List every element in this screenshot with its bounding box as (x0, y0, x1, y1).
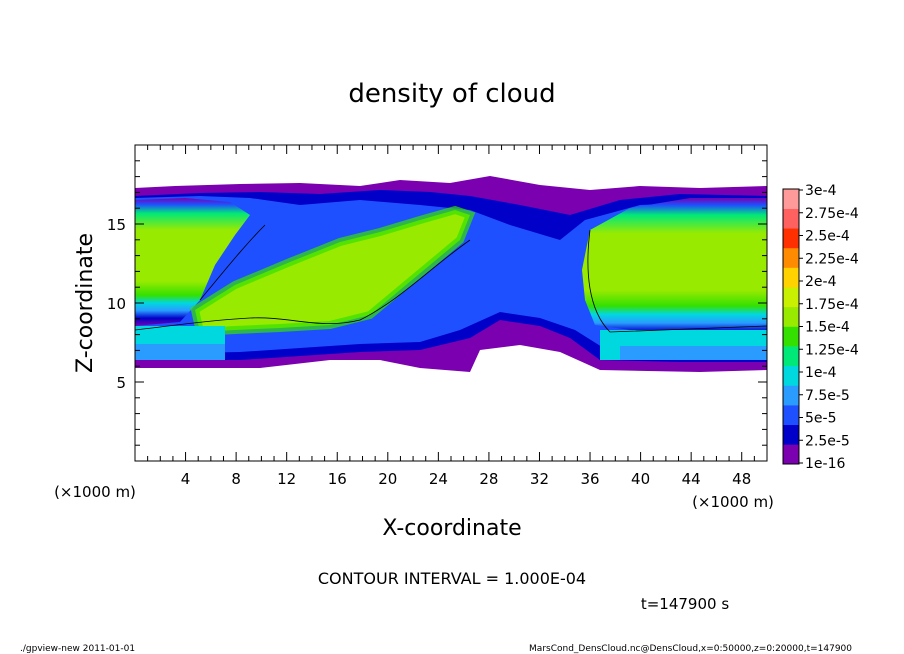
x-tick-label: 16 (328, 470, 347, 488)
x-axis-unit: (×1000 m) (692, 493, 774, 511)
time-label: t=147900 s (641, 595, 729, 613)
footer-right: MarsCond_DensCloud.nc@DensCloud,x=0:5000… (529, 644, 852, 654)
colorbar-segment (783, 444, 799, 465)
y-tick-label: 15 (107, 216, 126, 234)
y-axis-unit: (×1000 m) (54, 483, 136, 501)
y-axis: 5 10 15 (107, 160, 767, 446)
x-axis-title: X-coordinate (382, 516, 521, 541)
x-tick-label: 28 (479, 470, 498, 488)
colorbar-label: 7.5e-5 (805, 388, 850, 404)
colorbar-label: 2.75e-4 (805, 206, 859, 222)
x-tick-label: 8 (231, 470, 241, 488)
y-axis-title: Z-coordinate (73, 233, 98, 373)
x-tick-label: 24 (429, 470, 448, 488)
x-tick-label: 32 (530, 470, 549, 488)
heatmap-field (135, 176, 767, 372)
colorbar-segment (783, 405, 799, 426)
colorbar-segment (783, 385, 799, 406)
colorbar-label: 3e-4 (805, 183, 837, 199)
colorbar-label: 2.25e-4 (805, 251, 859, 267)
colorbar-segment (783, 287, 799, 308)
colorbar-label: 2.5e-5 (805, 433, 850, 449)
x-tick-label: 48 (732, 470, 751, 488)
colorbar-segment (783, 424, 799, 445)
x-tick-label: 12 (277, 470, 296, 488)
x-tick-label: 36 (580, 470, 599, 488)
x-tick-label: 20 (378, 470, 397, 488)
colorbar-segment (783, 189, 799, 209)
colorbar: 1e-16 2.5e-5 5e-5 7.5e-5 1e-4 1.25e-4 1.5e-4 1.… (782, 183, 859, 472)
x-tick-label: 40 (631, 470, 650, 488)
colorbar-segment (783, 267, 799, 288)
colorbar-label: 2.5e-4 (805, 229, 850, 245)
y-tick-label: 5 (116, 374, 126, 392)
colorbar-label: 1e-16 (805, 456, 845, 472)
contour-interval: CONTOUR INTERVAL = 1.000E-04 (318, 569, 586, 588)
colorbar-label: 1.75e-4 (805, 297, 859, 313)
colorbar-label: 5e-5 (805, 411, 836, 427)
x-tick-label: 44 (682, 470, 701, 488)
colorbar-segment (783, 365, 799, 386)
chart-title: density of cloud (348, 79, 555, 109)
x-tick-label: 4 (181, 470, 191, 488)
footer-left: ./gpview-new 2011-01-01 (20, 644, 135, 654)
colorbar-label: 1.5e-4 (805, 320, 850, 336)
colorbar-segment (783, 228, 799, 249)
colorbar-label: 2e-4 (805, 274, 837, 290)
colorbar-segment (783, 306, 799, 327)
colorbar-label: 1e-4 (805, 365, 837, 381)
colorbar-segment (783, 346, 799, 367)
x-axis: 4 8 12 16 20 24 28 32 36 40 44 48 (147, 145, 755, 488)
colorbar-segment (783, 208, 799, 229)
colorbar-segment (783, 247, 799, 268)
colorbar-segment (783, 326, 799, 347)
colorbar-label: 1.25e-4 (805, 342, 859, 358)
y-tick-label: 10 (107, 295, 126, 313)
